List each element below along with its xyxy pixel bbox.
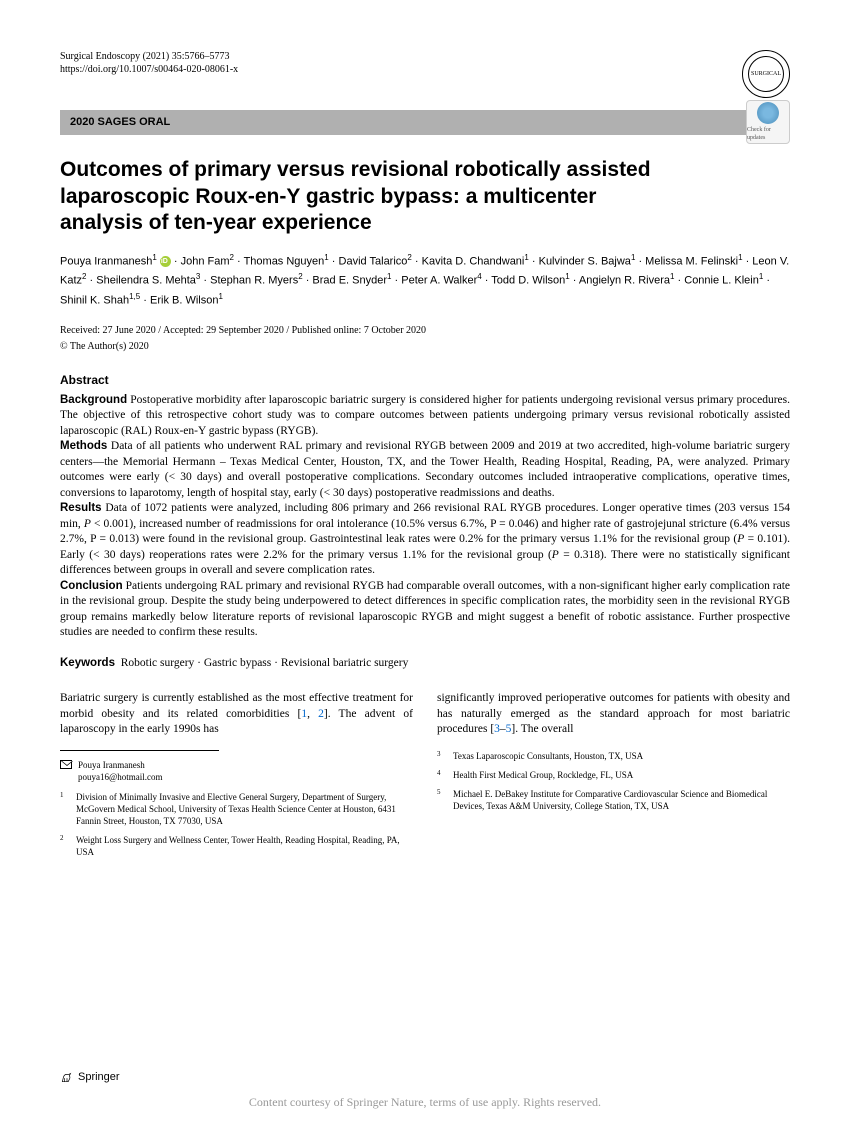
corr-email[interactable]: pouya16@hotmail.com	[78, 771, 163, 783]
column-left: Bariatric surgery is currently establish…	[60, 691, 413, 866]
affiliation-4: 4Health First Medical Group, Rockledge, …	[437, 769, 790, 781]
check-updates-label: Check for updates	[747, 126, 789, 143]
keywords-label: Keywords	[60, 657, 115, 669]
category-bar: 2020 SAGES ORAL	[60, 110, 790, 135]
journal-citation: Surgical Endoscopy (2021) 35:5766–5773	[60, 50, 238, 63]
affiliation-5: 5Michael E. DeBakey Institute for Compar…	[437, 788, 790, 812]
check-updates-icon	[757, 102, 779, 124]
keywords-line: Keywords Robotic surgery · Gastric bypas…	[60, 655, 790, 671]
corr-name: Pouya Iranmanesh	[78, 759, 163, 771]
body-columns: Bariatric surgery is currently establish…	[60, 691, 790, 866]
results-label: Results	[60, 502, 102, 514]
intro-para-right: significantly improved perioperative out…	[437, 691, 790, 738]
affiliation-2: 2Weight Loss Surgery and Wellness Center…	[60, 834, 413, 858]
affil-divider	[60, 750, 219, 751]
abstract-heading: Abstract	[60, 372, 790, 389]
intro-para-left: Bariatric surgery is currently establish…	[60, 691, 413, 738]
methods-text: Data of all patients who underwent RAL p…	[60, 440, 790, 499]
footer-rights: Content courtesy of Springer Nature, ter…	[0, 1094, 850, 1111]
publisher-name: Springer	[78, 1070, 120, 1085]
methods-label: Methods	[60, 440, 107, 452]
society-logo-text: SURGICAL	[751, 70, 781, 78]
column-right: significantly improved perioperative out…	[437, 691, 790, 866]
doi-link[interactable]: https://doi.org/10.1007/s00464-020-08061…	[60, 63, 238, 76]
publication-dates: Received: 27 June 2020 / Accepted: 29 Se…	[60, 324, 790, 338]
keywords-text: Robotic surgery · Gastric bypass · Revis…	[121, 657, 409, 669]
springer-horse-icon	[60, 1070, 74, 1084]
envelope-icon	[60, 760, 72, 769]
article-title: Outcomes of primary versus revisional ro…	[60, 157, 660, 236]
publisher-logo: Springer	[60, 1070, 120, 1085]
affiliation-1: 1Division of Minimally Invasive and Elec…	[60, 791, 413, 827]
header-row: Surgical Endoscopy (2021) 35:5766–5773 h…	[60, 50, 790, 98]
journal-info: Surgical Endoscopy (2021) 35:5766–5773 h…	[60, 50, 238, 76]
affiliation-3: 3Texas Laparoscopic Consultants, Houston…	[437, 750, 790, 762]
society-logo-icon: SURGICAL	[742, 50, 790, 98]
correspondence: Pouya Iranmanesh pouya16@hotmail.com	[60, 759, 413, 783]
conclusion-label: Conclusion	[60, 580, 123, 592]
abstract-body: Background Postoperative morbidity after…	[60, 393, 790, 641]
conclusion-text: Patients undergoing RAL primary and revi…	[60, 580, 790, 639]
author-list: Pouya Iranmanesh1 · John Fam2 · Thomas N…	[60, 252, 790, 310]
copyright-line: © The Author(s) 2020	[60, 340, 790, 354]
category-label: 2020 SAGES ORAL	[70, 115, 170, 130]
check-updates-badge[interactable]: Check for updates	[746, 100, 790, 144]
background-label: Background	[60, 394, 127, 406]
background-text: Postoperative morbidity after laparoscop…	[60, 394, 790, 437]
results-text: Data of 1072 patients were analyzed, inc…	[60, 502, 790, 576]
